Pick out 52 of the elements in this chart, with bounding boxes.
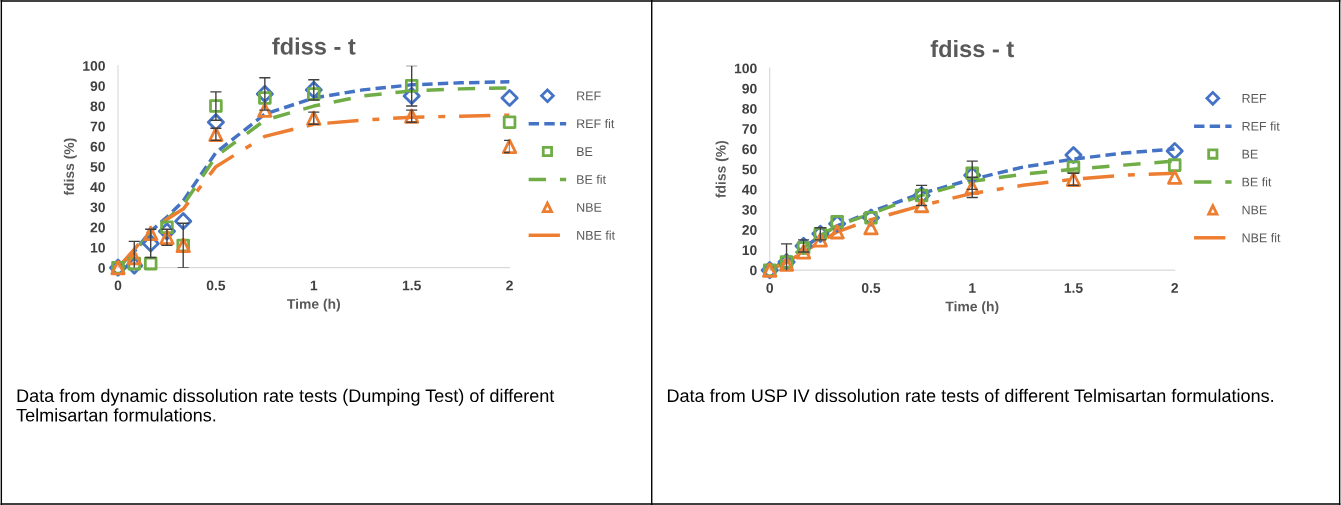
legend-label: NBE: [1242, 205, 1267, 215]
y-tick-label: 10: [90, 242, 105, 253]
legend-label: REF: [1242, 94, 1267, 103]
x-tick-label: 2: [1171, 283, 1179, 293]
x-tick-label: 2: [506, 280, 513, 291]
x-tick-label: 1.5: [1064, 283, 1083, 293]
x-tick-label: 1.5: [402, 280, 421, 291]
y-tick-label: 30: [742, 204, 757, 215]
y-tick-label: 10: [742, 245, 757, 256]
legend-label: NBE fit: [1242, 233, 1281, 243]
y-tick-label: 20: [742, 225, 757, 235]
legend-label: REF fit: [1242, 121, 1280, 131]
legend-label: BE: [577, 147, 593, 156]
y-tick-label: 50: [742, 164, 757, 175]
y-tick-label: 0: [98, 262, 105, 273]
y-tick-label: 80: [90, 101, 105, 112]
x-axis-title: Time (h): [287, 298, 340, 312]
y-tick-label: 60: [90, 141, 105, 152]
x-tick-label: 0: [766, 283, 774, 293]
y-axis-title: fdiss (%): [63, 138, 77, 196]
x-tick-label: 0: [114, 280, 122, 291]
x-tick-label: 0.5: [861, 283, 881, 293]
y-tick-label: 90: [742, 83, 757, 94]
legend-label: NBE fit: [577, 230, 615, 240]
legend-label: BE fit: [1242, 177, 1272, 187]
y-tick-label: 90: [90, 81, 105, 92]
y-tick-label: 70: [742, 124, 757, 134]
legend-label: BE: [1242, 149, 1258, 159]
x-tick-label: 1: [310, 280, 318, 291]
y-tick-label: 0: [750, 265, 757, 276]
legend-label: REF fit: [577, 118, 615, 129]
y-axis-title: fdiss (%): [715, 140, 729, 198]
y-tick-label: 40: [742, 184, 757, 195]
legend-label: BE fit: [577, 174, 606, 184]
legend-label: NBE: [577, 203, 602, 212]
chart-title: fdiss - t: [930, 39, 1014, 58]
x-axis-title: Time (h): [945, 301, 999, 315]
y-tick-label: 40: [90, 182, 105, 193]
x-tick-label: 0.5: [206, 280, 226, 291]
y-tick-label: 30: [90, 202, 105, 213]
x-tick-label: 1: [969, 283, 976, 293]
text: Data from dynamic dissolution rate tests (Dumping Test) of different Telmisartan formulations.: [16, 388, 555, 422]
y-tick-label: 100: [734, 63, 757, 74]
y-tick-label: 70: [90, 121, 105, 132]
y-tick-label: 20: [90, 222, 105, 233]
chart-title: fdiss - t: [272, 37, 356, 55]
y-tick-label: 80: [742, 103, 757, 114]
legend-label: REF: [577, 91, 601, 101]
y-tick-label: 100: [83, 60, 105, 71]
y-tick-label: 60: [742, 144, 757, 155]
y-tick-label: 50: [90, 161, 105, 172]
text: Data from USP IV dissolution rate tests of different Telmisartan formulations.: [667, 388, 1273, 403]
